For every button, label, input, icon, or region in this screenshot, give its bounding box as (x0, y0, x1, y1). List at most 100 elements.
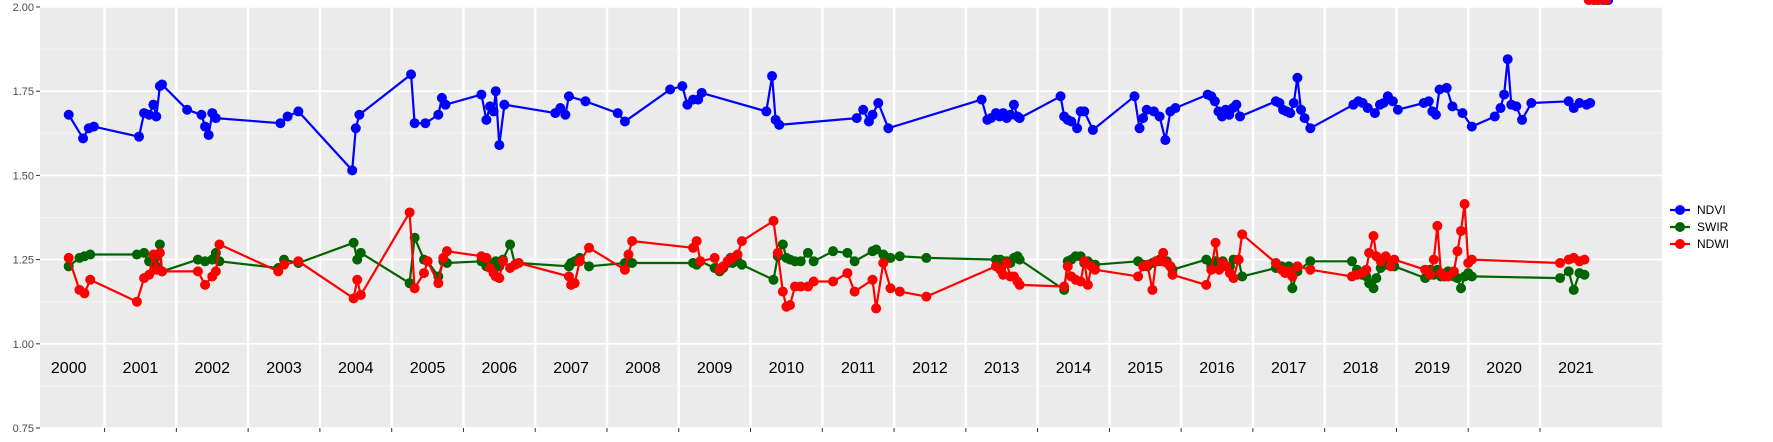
data-point-swir (871, 244, 882, 255)
data-point-ndvi (883, 123, 894, 134)
data-point-ndwi (1082, 279, 1093, 290)
year-label: 2014 (1056, 360, 1092, 377)
data-point-ndwi (497, 256, 508, 267)
data-point-ndwi (894, 286, 905, 297)
data-point-ndwi (1001, 257, 1012, 268)
data-point-ndwi (494, 273, 505, 284)
data-point-ndwi (418, 268, 429, 279)
data-point-ndvi (1457, 108, 1468, 119)
data-point-ndwi (828, 276, 839, 287)
data-point-ndwi (1014, 279, 1025, 290)
data-point-ndvi (1466, 121, 1477, 132)
data-point-ndvi (1392, 104, 1403, 115)
data-point-swir (894, 251, 905, 262)
data-point-ndwi (1428, 254, 1439, 265)
data-point-swir (1346, 256, 1357, 267)
year-label: 2013 (984, 360, 1020, 377)
year-label: 2003 (266, 360, 302, 377)
data-point-swir (1368, 283, 1379, 294)
data-point-ndvi (134, 131, 145, 142)
year-label: 2016 (1199, 360, 1235, 377)
data-point-ndvi (282, 111, 293, 122)
data-point-ndwi (273, 266, 284, 277)
series-ndwi (63, 0, 1612, 314)
data-point-ndwi (1601, 0, 1612, 5)
data-point-ndvi (761, 106, 772, 117)
data-point-swir (584, 261, 595, 272)
data-point-ndvi (873, 97, 884, 108)
data-point-ndwi (1452, 246, 1463, 257)
data-point-ndvi (78, 133, 89, 144)
data-point-ndwi (736, 236, 747, 247)
legend: NDVI SWIR NDWI (1670, 203, 1729, 251)
year-label: 2018 (1343, 360, 1379, 377)
data-point-ndwi (513, 257, 524, 268)
y-tick-label: 1.75 (13, 86, 34, 98)
data-point-ndvi (612, 108, 623, 119)
data-point-ndwi (352, 274, 363, 285)
data-point-ndvi (1517, 114, 1528, 125)
data-point-ndvi (1526, 97, 1537, 108)
data-point-ndwi (849, 286, 860, 297)
data-point-ndvi (440, 99, 451, 110)
data-point-ndwi (63, 252, 74, 263)
data-point-ndwi (1201, 279, 1212, 290)
data-point-ndwi (867, 274, 878, 285)
data-point-ndwi (1459, 199, 1470, 210)
data-point-swir (348, 237, 359, 248)
data-point-ndvi (1441, 82, 1452, 93)
data-point-ndvi (148, 99, 159, 110)
year-label: 2012 (912, 360, 948, 377)
data-point-ndwi (1368, 231, 1379, 242)
year-label: 2005 (410, 360, 446, 377)
data-point-swir (139, 247, 150, 258)
data-point-ndwi (1456, 225, 1467, 236)
data-point-ndwi (1555, 257, 1566, 268)
data-point-swir (885, 252, 896, 263)
data-point-ndwi (131, 296, 142, 307)
data-point-ndwi (210, 266, 221, 277)
data-point-ndwi (1079, 256, 1090, 267)
legend-item-ndwi: NDWI (1670, 237, 1729, 251)
data-point-ndwi (293, 256, 304, 267)
y-tick-label: 0.75 (13, 423, 34, 435)
data-point-ndvi (580, 96, 591, 107)
data-point-ndvi (1295, 104, 1306, 115)
year-label: 2017 (1271, 360, 1307, 377)
data-point-swir (1014, 254, 1025, 265)
data-point-swir (1555, 273, 1566, 284)
data-point-swir (355, 247, 366, 258)
data-point-ndvi (1134, 123, 1145, 134)
data-point-swir (921, 252, 932, 263)
data-point-swir (768, 274, 779, 285)
data-point-ndvi (196, 109, 207, 120)
data-point-swir (1287, 283, 1298, 294)
series-ndvi (63, 0, 1614, 176)
data-point-ndwi (623, 249, 634, 260)
legend-label: SWIR (1697, 220, 1729, 234)
year-label: 2007 (553, 360, 589, 377)
data-point-swir (1568, 284, 1579, 295)
data-point-ndwi (79, 288, 90, 299)
data-point-ndvi (1430, 109, 1441, 120)
data-point-ndvi (182, 104, 193, 115)
data-point-ndvi (157, 79, 168, 90)
data-point-ndwi (192, 266, 203, 277)
year-label: 2010 (769, 360, 805, 377)
data-point-ndvi (1066, 116, 1077, 127)
data-point-ndvi (851, 113, 862, 124)
data-point-ndvi (499, 99, 510, 110)
data-point-ndwi (563, 271, 574, 282)
data-point-ndvi (619, 116, 630, 127)
data-point-swir (828, 246, 839, 257)
data-point-ndwi (795, 281, 806, 292)
data-point-ndwi (1062, 261, 1073, 272)
year-label: 2009 (697, 360, 733, 377)
data-point-ndvi (433, 109, 444, 120)
data-point-swir (802, 247, 813, 258)
y-tick-label: 1.00 (13, 339, 34, 351)
data-point-ndvi (1511, 101, 1522, 112)
data-point-ndwi (404, 207, 415, 218)
data-point-ndwi (1270, 257, 1281, 268)
